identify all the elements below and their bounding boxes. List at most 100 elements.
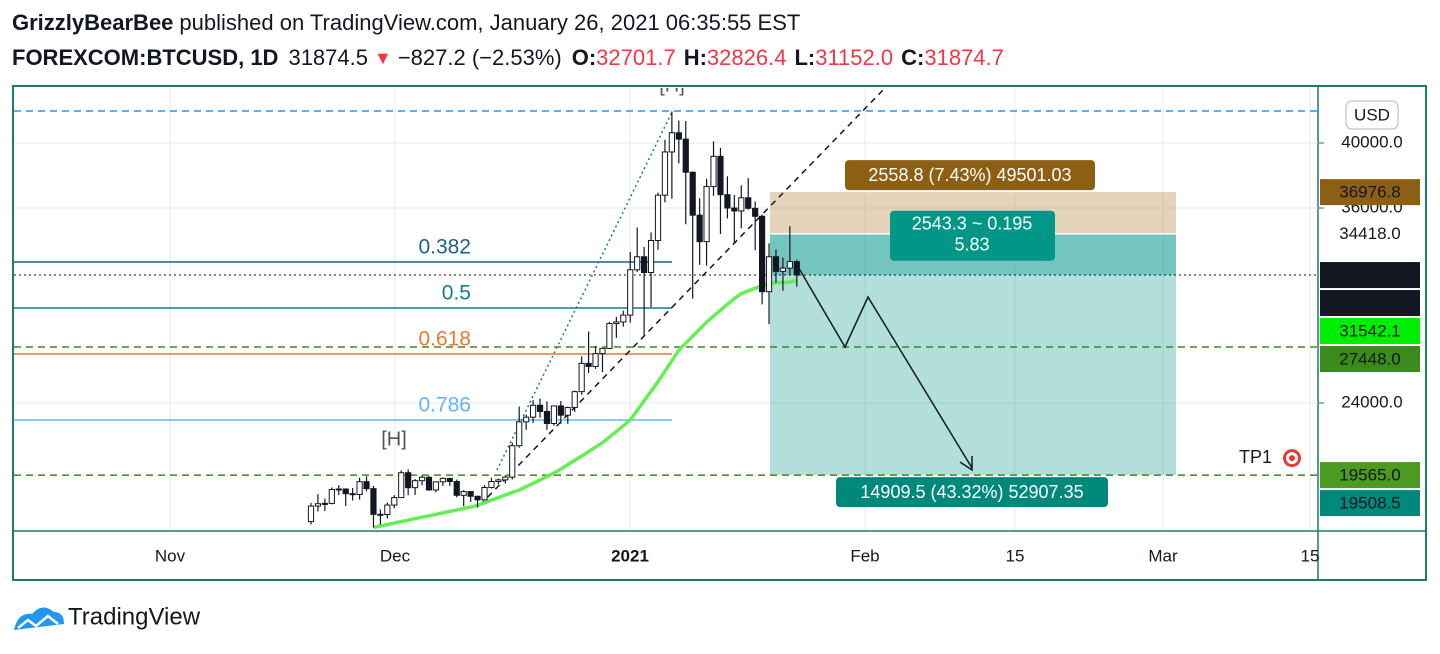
candle-body [592, 353, 599, 367]
tp-icon [1289, 455, 1295, 462]
candle-body [384, 504, 391, 515]
candle-body [564, 407, 571, 416]
last-price: 31874.5 [288, 45, 368, 70]
candle-body [696, 214, 703, 243]
candle-body [391, 497, 398, 506]
entry-label: 2543.3 ~ 0.195 [912, 213, 1033, 233]
x-tick-label: 15 [1301, 546, 1320, 565]
candle-body [363, 481, 370, 490]
candle-body [488, 480, 495, 489]
candle-body [759, 215, 766, 293]
fib-label: 0.786 [418, 394, 471, 417]
fib-label: 0.382 [418, 236, 471, 259]
candle-body [578, 362, 585, 393]
candle-body [606, 323, 613, 349]
change: −827.2 (−2.53%) [398, 45, 562, 70]
candle-body [321, 502, 328, 505]
chart-frame [12, 85, 1427, 581]
price-label-box [1320, 179, 1420, 206]
stop-label-box [845, 160, 1095, 191]
target-label: 14909.5 (43.32%) 52907.35 [860, 482, 1083, 502]
candle-body [314, 503, 322, 507]
candle-body [370, 488, 377, 515]
candle-body [668, 132, 675, 153]
x-tick-label: 2021 [611, 546, 649, 565]
projection-arrowhead [959, 456, 973, 472]
ohlc-key: C: [901, 45, 924, 70]
header-line-1: GrizzlyBearBee published on TradingView.c… [12, 10, 800, 35]
candle-body [398, 472, 405, 499]
logo-text: TradingView [68, 603, 201, 630]
price-label-box [1320, 262, 1420, 289]
candle-body [439, 477, 446, 483]
price-label-box [1320, 462, 1420, 489]
fib-h-label: [H] [381, 428, 407, 450]
ema-line [373, 278, 798, 530]
y-tick-label: 40000.0 [1341, 132, 1402, 151]
candle-body [550, 405, 557, 424]
target-label-box [836, 477, 1108, 508]
candle-body [481, 487, 488, 501]
price-label: 19565.0 [1339, 466, 1400, 485]
candle-body [536, 404, 544, 412]
trend-line [479, 88, 886, 506]
x-tick-label: Nov [155, 546, 186, 565]
tp-label: TP1 [1239, 447, 1272, 467]
candle-body [765, 256, 773, 293]
ohlc-value: 32701.7 [596, 45, 676, 70]
candle-body [585, 362, 592, 367]
x-tick-label: 15 [1006, 546, 1025, 565]
candle-body [786, 261, 793, 269]
candle-body [425, 476, 433, 491]
y-tick-label: 24000.0 [1341, 392, 1402, 411]
ohlc-value: 32826.4 [707, 45, 787, 70]
candle-body [502, 476, 509, 481]
candle-body [342, 488, 349, 495]
price-label: 36976.8 [1339, 183, 1400, 202]
ohlc-key: O: [572, 45, 596, 70]
candle-body [661, 151, 669, 196]
candle-body [641, 256, 648, 274]
candle-body [349, 493, 356, 496]
candle-body [509, 445, 516, 478]
candle-body [772, 256, 780, 272]
fib-h-label: [H] [659, 74, 685, 96]
candle-body [745, 197, 752, 209]
candle-body [529, 404, 537, 418]
stop-label: 2558.8 (7.43%) 49501.03 [868, 165, 1071, 185]
candle-body [543, 410, 551, 424]
entry-label-box [890, 210, 1055, 261]
candle-body [412, 480, 419, 489]
candle-body [467, 491, 474, 497]
candle-body [620, 314, 627, 323]
candle-body [356, 481, 363, 495]
x-tick-label: Dec [380, 546, 411, 565]
candle-body [613, 321, 620, 325]
candle-body [495, 479, 502, 482]
candle-body [703, 186, 710, 243]
candle-body [731, 207, 738, 212]
change-arrow: ▼ [374, 48, 392, 68]
candle-body [405, 472, 412, 489]
x-tick-label: Feb [850, 546, 879, 565]
candle-body [675, 132, 682, 140]
candle-body [571, 391, 578, 409]
candle-body [779, 267, 787, 272]
ohlc-value: 31874.7 [924, 45, 1004, 70]
candle-body [724, 194, 731, 209]
author: GrizzlyBearBee [12, 10, 173, 35]
candle-body [418, 476, 426, 482]
candle-body [557, 405, 564, 416]
price-label: 34418.0 [1339, 224, 1400, 243]
logo-cloud [14, 607, 64, 630]
price-label: 19508.5 [1339, 494, 1400, 513]
countdown: 10:24:06 [1337, 294, 1403, 313]
countdown-box [1320, 290, 1420, 317]
candle-body [710, 155, 717, 188]
candle-body [634, 256, 641, 271]
header-line-2: FOREXCOM:BTCUSD, 1D 31874.5 ▼ −827.2 (−2.53… [12, 45, 1004, 70]
tradingview-logo: TradingView [14, 603, 201, 630]
price-label: 27448.0 [1339, 350, 1400, 369]
